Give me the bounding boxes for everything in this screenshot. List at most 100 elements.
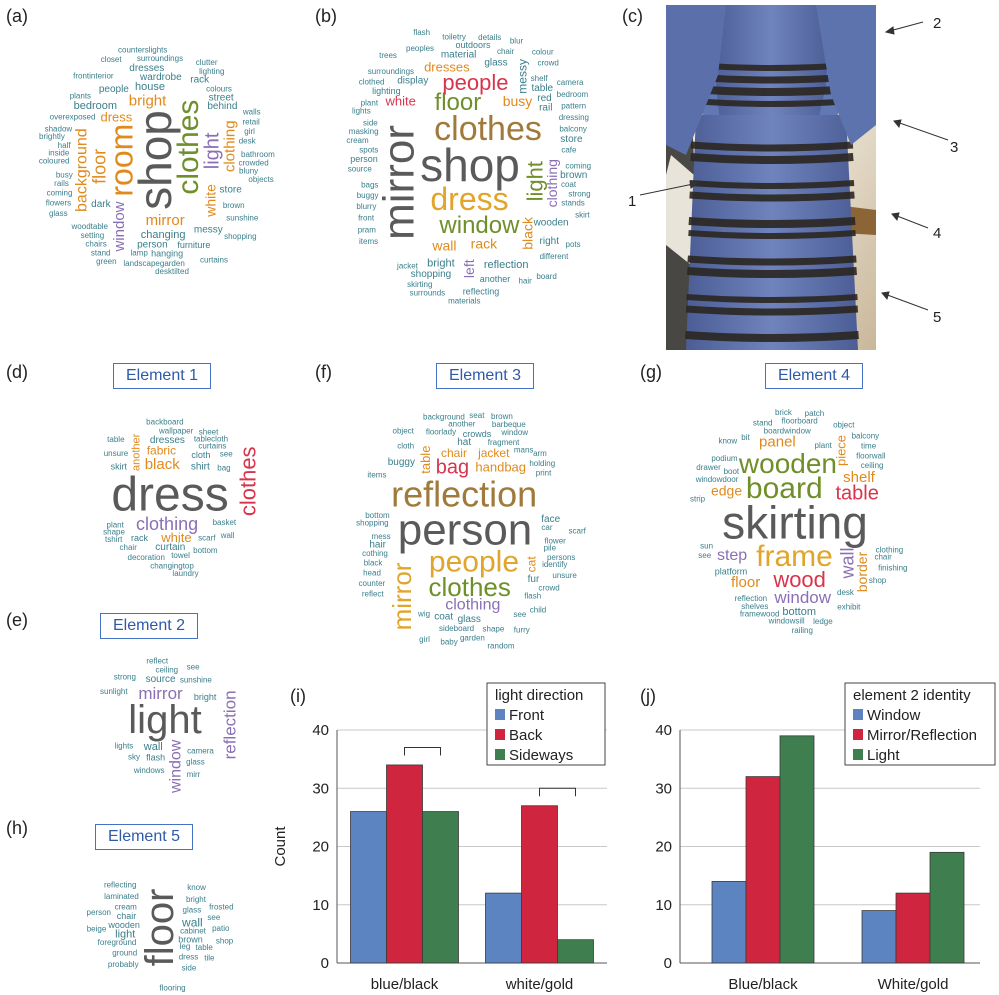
x-tick-label: blue/black <box>371 976 439 993</box>
cloud-word: fragment <box>488 438 520 447</box>
legend-label: Light <box>867 747 900 764</box>
cloud-word: chairs <box>85 240 106 249</box>
element-5-box: Element 5 <box>95 824 193 850</box>
cloud-word: furry <box>514 625 530 634</box>
cloud-word: dark <box>91 199 111 210</box>
cloud-word: skirt <box>575 210 590 219</box>
cloud-word: camera <box>557 78 584 87</box>
legend-title: element 2 identity <box>853 687 971 704</box>
cloud-word: ground <box>112 948 137 957</box>
cloud-word: dress <box>179 952 199 961</box>
cloud-word: strong <box>114 672 136 681</box>
callout-label-3: 3 <box>950 139 958 156</box>
significance-bracket <box>404 746 441 756</box>
cloud-word: glass <box>484 57 507 68</box>
cloud-word: framewood <box>740 609 780 618</box>
cloud-word: shop <box>869 576 887 585</box>
cloud-word: brightly <box>39 132 65 141</box>
cloud-word: surrounds <box>410 289 446 298</box>
cloud-word: brick <box>775 408 793 417</box>
cloud-word: glass <box>458 614 481 625</box>
cloud-word: mirror <box>374 125 423 240</box>
cloud-word: sunshine <box>180 675 213 684</box>
cloud-word: reflection <box>735 594 767 603</box>
cloud-word: surroundings <box>137 54 183 63</box>
cloud-word: people <box>429 546 519 579</box>
bar <box>485 892 522 964</box>
cloud-word: dresses <box>129 63 164 74</box>
cloud-word: changing <box>141 229 186 241</box>
legend-swatch <box>495 709 505 720</box>
cloud-word: see <box>187 663 200 672</box>
cloud-word: right <box>540 236 560 247</box>
legend-label: Sideways <box>509 747 573 764</box>
cloud-word: buggy <box>357 191 379 200</box>
cloud-word: edge <box>711 482 742 498</box>
cloud-word: messy <box>516 59 530 94</box>
cloud-word: plant <box>815 441 833 450</box>
cloud-word: camera <box>187 747 214 756</box>
panel-label-h: (h) <box>6 818 28 838</box>
cloud-word: rails <box>54 179 69 188</box>
cloud-word: skirting <box>407 280 432 289</box>
callout-arrow-2 <box>884 26 895 35</box>
cloud-word: skirt <box>111 461 128 471</box>
y-tick-label: 30 <box>655 780 672 797</box>
cloud-word: black <box>145 456 181 473</box>
cloud-word: fur <box>528 574 540 585</box>
cloud-word: cabinet <box>180 926 207 935</box>
cloud-word: child <box>530 606 546 615</box>
cloud-word: strip <box>690 495 706 504</box>
cloud-word: sideboard <box>439 624 474 633</box>
legend-label: Front <box>509 707 545 724</box>
callout-label-5: 5 <box>933 309 941 326</box>
cloud-word: wall <box>181 915 203 929</box>
cloud-word: people <box>99 84 129 95</box>
cloud-word: shop <box>129 110 181 210</box>
cloud-word: floorwall <box>856 451 886 460</box>
callout-arrow-1 <box>689 180 700 189</box>
cloud-word: clothing <box>445 597 500 614</box>
cloud-word: chair <box>497 47 515 56</box>
cloud-word: piece <box>833 435 848 466</box>
cloud-word: bathroom <box>241 150 275 159</box>
bar-chart-element-2-identity: 0 10 20 30 40 Blue/black White/gold element 2 i… <box>655 682 996 993</box>
bar <box>422 811 459 964</box>
cloud-word: seat <box>469 411 485 420</box>
cloud-word: brown <box>223 201 245 210</box>
cloud-word: blur <box>510 37 524 46</box>
cloud-word: wooden <box>107 920 140 930</box>
cloud-word: shopping <box>356 518 388 527</box>
cloud-word: bright <box>129 93 167 110</box>
cloud-word: car <box>541 523 552 532</box>
element-2-box: Element 2 <box>100 613 198 639</box>
y-tick-label: 0 <box>664 955 672 972</box>
y-tick-label: 0 <box>321 955 329 972</box>
cloud-word: wall <box>143 741 163 753</box>
cloud-word: identify <box>542 560 567 569</box>
cloud-word: table <box>531 83 553 94</box>
cloud-word: sunshine <box>226 213 259 222</box>
cloud-word: house <box>135 81 165 93</box>
cloud-word: spots <box>359 145 378 154</box>
cloud-word: person <box>398 506 533 555</box>
cloud-word: crowd <box>538 583 559 592</box>
cloud-word: person <box>350 154 378 164</box>
cloud-word: clothing <box>544 159 560 207</box>
cloud-word: window <box>500 428 528 437</box>
callout-label-2: 2 <box>933 15 941 32</box>
cloud-word: items <box>359 237 378 246</box>
cloud-word: border <box>854 551 870 592</box>
bar <box>350 811 387 964</box>
cloud-word: fabric <box>147 444 176 458</box>
cloud-word: busy <box>56 170 73 179</box>
cloud-word: clothing <box>876 545 904 554</box>
cloud-word: wallpaper <box>158 427 194 436</box>
cloud-word: lighting <box>199 67 224 76</box>
cloud-word: wooden <box>738 448 837 479</box>
cloud-word: shop <box>420 139 520 191</box>
cloud-word: board <box>536 272 556 281</box>
cloud-word: rail <box>539 103 552 114</box>
